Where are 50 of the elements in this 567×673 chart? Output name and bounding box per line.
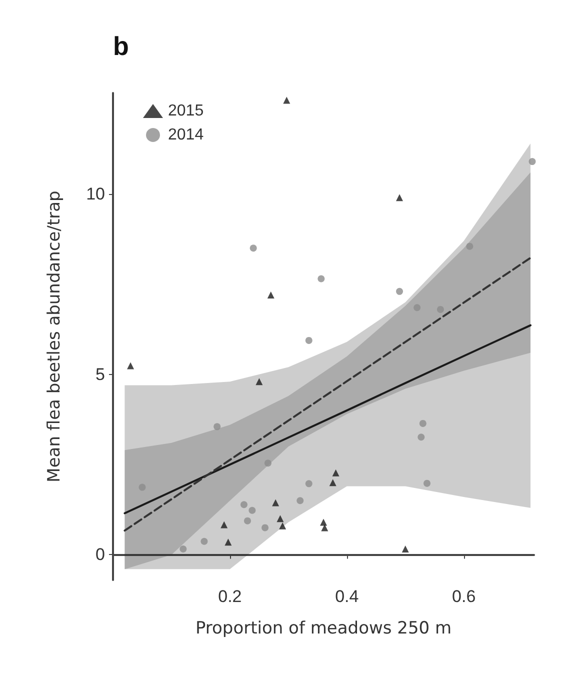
point — [329, 479, 336, 486]
point — [419, 420, 426, 427]
point — [436, 306, 444, 313]
point — [396, 288, 404, 295]
legend-label: 2014 — [168, 126, 204, 144]
point — [396, 194, 404, 202]
point — [305, 336, 312, 344]
point — [276, 515, 284, 522]
line-series — [124, 256, 532, 532]
point — [318, 275, 325, 282]
chart-title: b — [113, 31, 129, 61]
point — [264, 460, 272, 467]
point — [138, 484, 146, 491]
point — [332, 469, 340, 476]
y-tick-label: 5 — [96, 364, 105, 384]
point — [248, 506, 256, 514]
x-tick-label: 0.2 — [218, 587, 242, 606]
point — [272, 499, 280, 506]
point — [296, 497, 304, 504]
point — [244, 517, 251, 524]
point — [240, 501, 248, 508]
point — [180, 545, 187, 552]
point — [220, 521, 228, 528]
point — [305, 480, 312, 488]
y-axis-title: Mean flea beetles abundance/trap — [44, 190, 64, 482]
point — [256, 378, 263, 386]
point — [214, 423, 221, 430]
point — [528, 158, 536, 166]
line-series — [124, 324, 532, 514]
x-tick-label: 0.4 — [335, 587, 359, 606]
point — [321, 524, 328, 532]
point — [424, 480, 430, 487]
point — [320, 518, 327, 526]
point — [224, 538, 232, 546]
x-tick-label: 0.6 — [452, 587, 476, 606]
y-tick-label: 0 — [96, 545, 105, 564]
point — [267, 292, 274, 299]
point — [466, 242, 474, 250]
point — [262, 524, 269, 532]
point — [279, 522, 286, 530]
point — [250, 244, 257, 252]
point — [283, 96, 290, 104]
y-tick-label: 10 — [86, 184, 105, 204]
point — [200, 538, 208, 545]
point — [127, 362, 134, 370]
x-axis-title: Proportion of meadows 250 m — [195, 618, 452, 638]
point — [414, 304, 421, 312]
point — [402, 545, 409, 552]
legend-label: 2015 — [168, 102, 204, 120]
point — [418, 434, 425, 441]
